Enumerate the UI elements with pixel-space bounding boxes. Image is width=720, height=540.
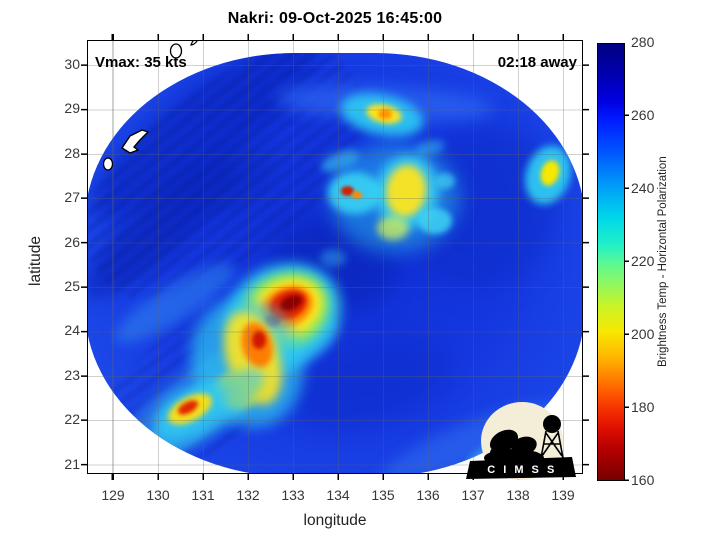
microwave-swath <box>87 53 583 474</box>
x-tick-label: 134 <box>326 487 350 503</box>
convective-core <box>352 191 362 199</box>
colorbar-title: Brightness Temp - Horizontal Polarizatio… <box>657 156 669 368</box>
colorbar-tick-label: 280 <box>631 34 655 50</box>
y-tick-label: 25 <box>64 278 80 294</box>
convective-cell <box>252 331 266 349</box>
convective-cell <box>377 216 409 240</box>
x-tick-label: 139 <box>551 487 575 503</box>
time-to-pass-annotation: 02:18 away <box>497 54 577 71</box>
page-title: Nakri: 09-Oct-2025 16:45:00 <box>227 10 443 27</box>
x-tick-label: 132 <box>236 487 260 503</box>
convective-cell <box>418 208 452 234</box>
y-tick-label: 22 <box>64 411 80 427</box>
y-axis-label: latitude <box>27 236 44 286</box>
vmax-annotation: Vmax: 35 kts <box>95 54 187 71</box>
y-axis-ticks-right <box>583 40 589 474</box>
x-tick-label: 133 <box>281 487 305 503</box>
y-tick-label: 27 <box>64 189 80 205</box>
y-tick-label: 21 <box>64 456 80 472</box>
colorbar-tick-label: 200 <box>631 326 655 342</box>
colorbar-tick-label: 240 <box>631 180 655 196</box>
colorbar-tick-label: 260 <box>631 107 655 123</box>
satellite-dish-icon <box>489 429 519 453</box>
y-tick-label: 24 <box>64 322 80 338</box>
colorbar-ticks <box>625 43 629 481</box>
water-tower-icon <box>543 415 561 433</box>
convective-cell <box>435 173 455 189</box>
x-tick-label: 129 <box>101 487 125 503</box>
island-outlines <box>169 40 198 59</box>
x-tick-label: 135 <box>371 487 395 503</box>
colorbar-tick-label: 220 <box>631 253 655 269</box>
x-axis-ticks-top <box>87 34 583 40</box>
x-axis-label: longitude <box>303 512 367 529</box>
logo-text: C I M S S <box>487 464 557 476</box>
y-axis-ticks-left <box>81 40 87 474</box>
y-tick-label: 23 <box>64 367 80 383</box>
cimss-logo: C I M S S <box>466 402 576 480</box>
x-tick-label: 138 <box>506 487 530 503</box>
convective-core <box>378 109 392 119</box>
convective-core <box>341 186 354 196</box>
colorbar-tick-label: 160 <box>631 472 655 488</box>
swath-texture <box>320 249 346 267</box>
x-axis-ticks-bottom <box>87 474 583 480</box>
x-tick-label: 136 <box>416 487 440 503</box>
colorbar <box>597 43 625 481</box>
y-tick-label: 29 <box>64 100 80 116</box>
y-tick-label: 28 <box>64 145 80 161</box>
y-tick-label: 26 <box>64 234 80 250</box>
x-tick-label: 130 <box>146 487 170 503</box>
y-tick-label: 30 <box>64 56 80 72</box>
island-outlines <box>102 129 150 171</box>
x-tick-label: 137 <box>461 487 485 503</box>
x-tick-label: 131 <box>191 487 215 503</box>
colorbar-tick-label: 180 <box>631 399 655 415</box>
